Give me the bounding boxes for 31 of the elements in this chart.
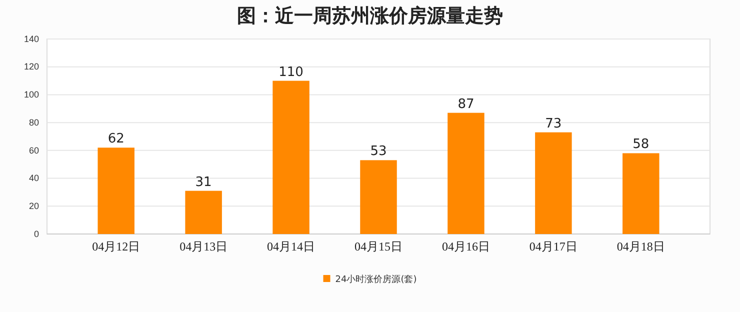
bar	[272, 80, 310, 234]
y-tick-label: 80	[28, 117, 39, 128]
bar	[185, 190, 222, 234]
y-tick-label: 100	[24, 90, 39, 100]
bar	[448, 112, 484, 234]
y-tick-label: 120	[24, 62, 39, 72]
x-tick-label: 04月16日	[442, 240, 490, 254]
bar	[535, 132, 572, 234]
y-tick-label: 0	[34, 228, 39, 239]
data-label: 58	[632, 137, 650, 152]
x-tick-label: 04月18日	[616, 240, 665, 254]
data-label: 62	[108, 132, 124, 147]
x-tick-label: 04月13日	[180, 240, 228, 254]
x-tick-label: 04月12日	[92, 240, 140, 254]
data-label: 53	[370, 144, 387, 160]
y-tick-label: 20	[28, 201, 39, 212]
x-tick-label: 04月15日	[354, 240, 402, 254]
y-tick-label: 140	[24, 34, 39, 44]
data-label: 31	[195, 174, 212, 190]
x-tick-label: 04月14日	[267, 240, 316, 254]
data-label: 110	[278, 64, 304, 80]
x-tick-label: 04月17日	[529, 240, 578, 254]
bar	[622, 153, 660, 234]
data-label: 73	[545, 116, 562, 132]
y-tick-label: 60	[28, 145, 39, 156]
legend-label: 24小时涨价房源(套)	[335, 274, 417, 285]
bar	[360, 160, 397, 234]
data-label: 87	[458, 96, 474, 112]
chart-title: 图：近一周苏州涨价房源量走势	[237, 5, 503, 27]
y-tick-label: 40	[28, 173, 39, 184]
bar	[98, 148, 134, 234]
